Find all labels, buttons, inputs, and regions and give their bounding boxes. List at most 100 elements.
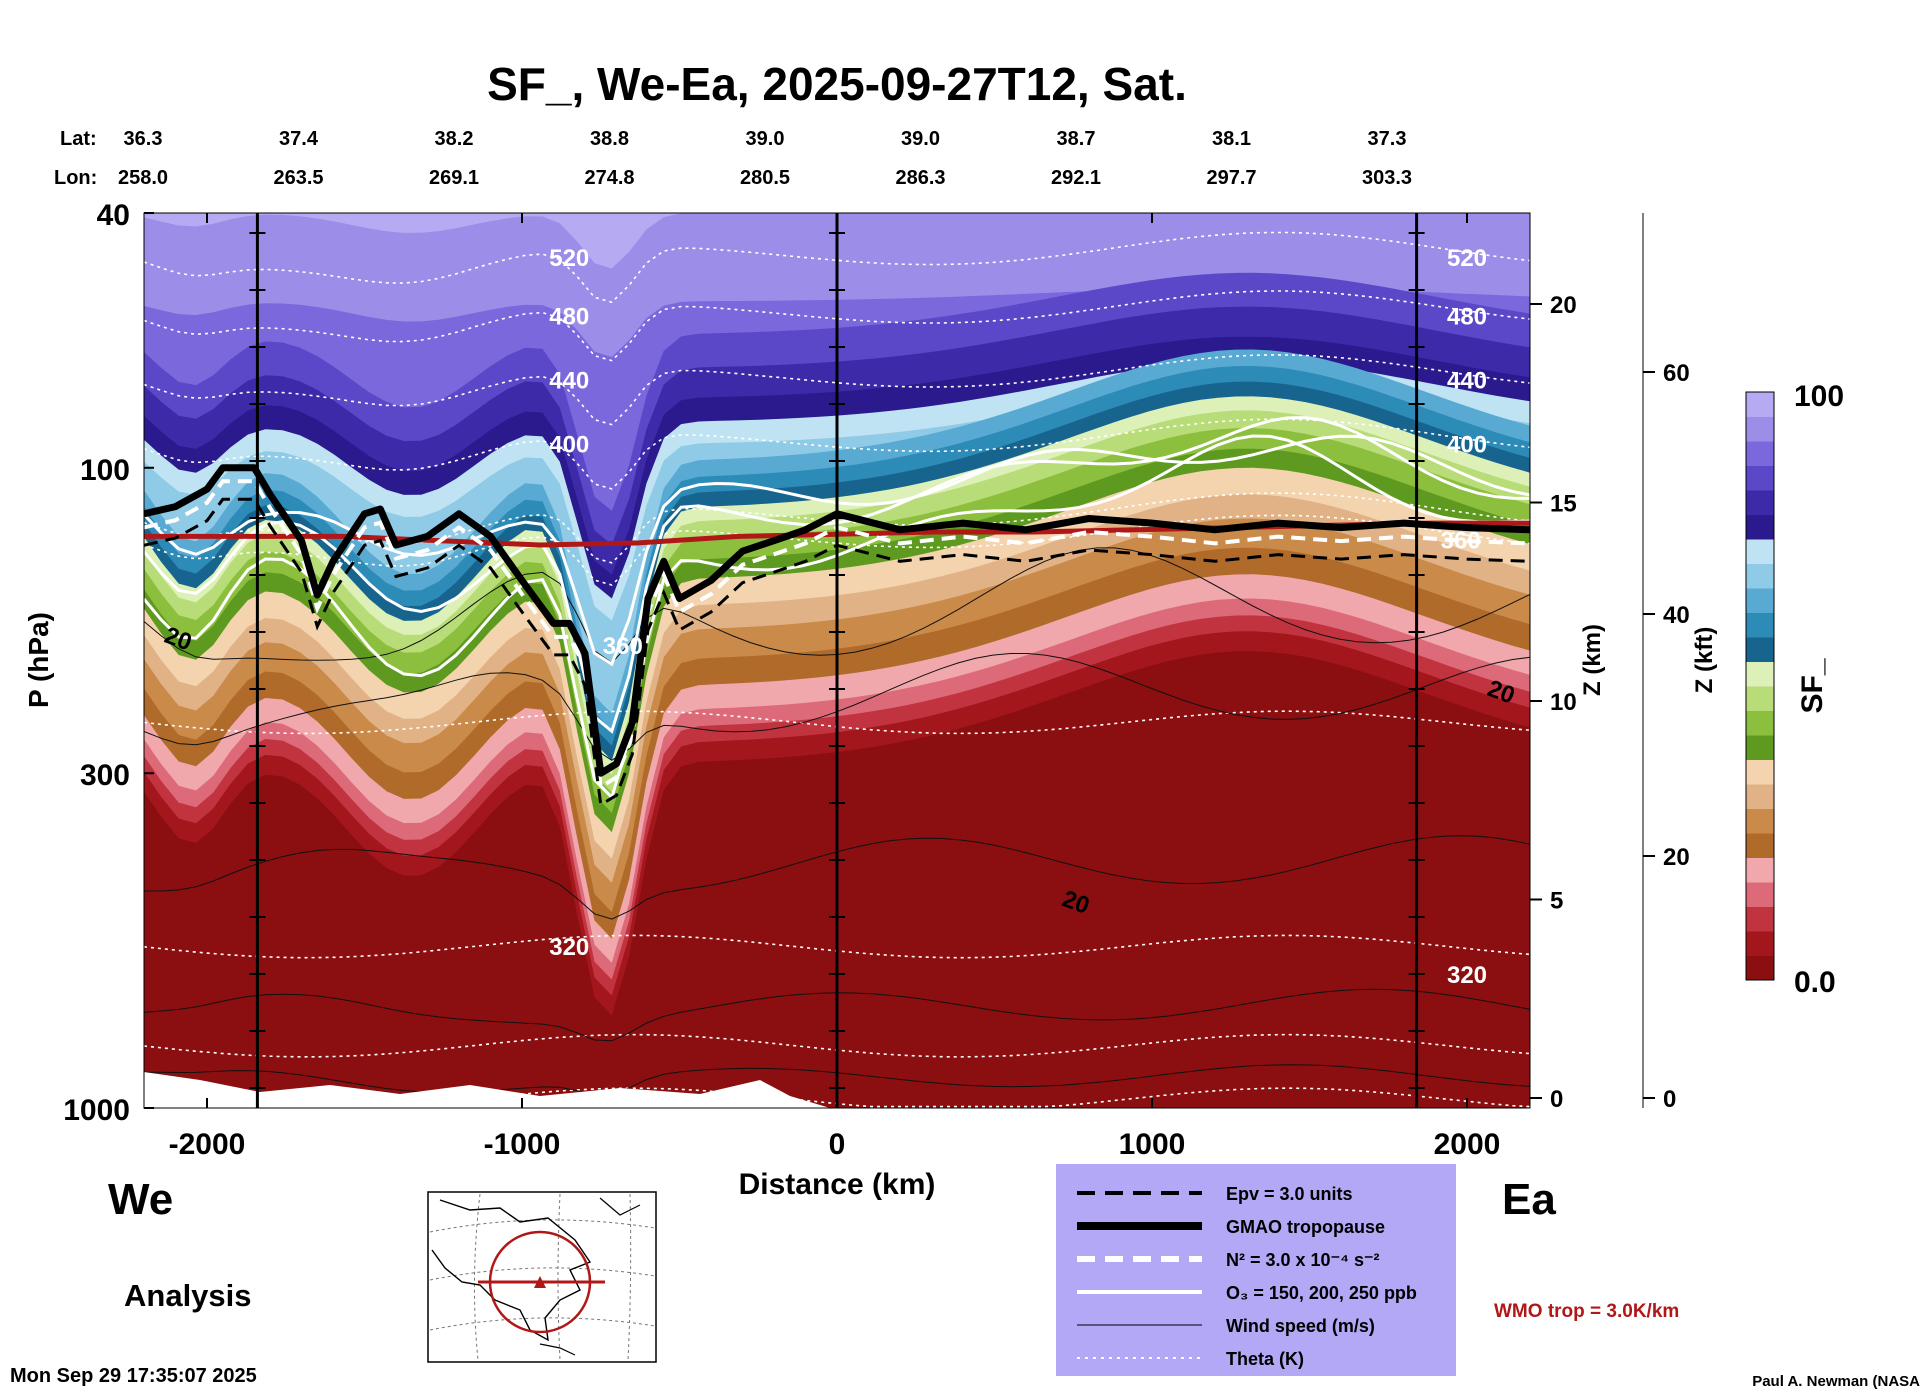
lon-value: 280.5: [740, 167, 790, 189]
colorbar-band: [1746, 465, 1774, 491]
theta-label: 400: [549, 432, 589, 459]
lon-value: 263.5: [273, 167, 323, 189]
lat-value: 39.0: [901, 128, 940, 150]
lat-values: 36.3 37.4 38.2 38.8 39.0 39.0 38.7 38.1 37.3: [124, 128, 1407, 150]
section-right-label: Ea: [1502, 1175, 1556, 1224]
colorbar-min: 0.0: [1794, 966, 1836, 999]
lon-values: 258.0 263.5 269.1 274.8 280.5 286.3 292.1 297.7…: [118, 167, 1412, 189]
y-tick-label: 100: [80, 454, 130, 487]
section-marker-lines: [249, 213, 1425, 1108]
x-tick-label: -2000: [169, 1128, 246, 1161]
credit: Paul A. Newman (NASA: [1752, 1373, 1920, 1390]
z-kft-tick-label: 20: [1663, 844, 1690, 871]
lat-value: 39.0: [746, 128, 785, 150]
lon-value: 286.3: [895, 167, 945, 189]
colorbar-band: [1746, 808, 1774, 834]
lat-value: 37.3: [1368, 128, 1407, 150]
n2-line: [144, 479, 1530, 791]
colorbar-band: [1746, 661, 1774, 687]
y-tick-label: 40: [97, 199, 130, 232]
y-tick-label: 300: [80, 759, 130, 792]
z-km-tick-label: 15: [1550, 491, 1577, 518]
theta-label: 520: [549, 245, 589, 272]
legend: Epv = 3.0 units GMAO tropopause N² = 3.0 x…: [1056, 1164, 1456, 1376]
z-km-tick-label: 0: [1550, 1086, 1563, 1113]
z-km-tick-label: 20: [1550, 292, 1577, 319]
theta-line: [144, 418, 1530, 490]
colorbar-band: [1746, 637, 1774, 662]
legend-label: GMAO tropopause: [1226, 1217, 1385, 1237]
lon-label: Lon:: [54, 167, 97, 189]
legend-label: Wind speed (m/s): [1226, 1316, 1375, 1336]
timestamp: Mon Sep 29 17:35:07 2025: [10, 1365, 257, 1387]
z-km-tick-label: 5: [1550, 888, 1563, 915]
lat-value: 38.1: [1212, 128, 1251, 150]
colorbar-max: 100: [1794, 380, 1844, 413]
map-center-marker: [534, 1276, 546, 1288]
colorbar-band: [1746, 588, 1774, 613]
colorbar-band: [1746, 686, 1774, 711]
colorbar-band: [1746, 539, 1774, 564]
colorbar: 100 0.0 SF_: [1745, 380, 1844, 999]
legend-label: N² = 3.0 x 10⁻⁴ s⁻²: [1226, 1250, 1379, 1270]
lon-value: 269.1: [429, 167, 479, 189]
x-axis-label: Distance (km): [739, 1168, 936, 1201]
colorbar-band: [1746, 612, 1774, 638]
lat-value: 37.4: [279, 128, 319, 150]
theta-label: 360: [1441, 528, 1481, 555]
section-left-label: We: [108, 1175, 173, 1224]
x-axis-ticks: -2000 -1000 0 1000 2000: [169, 213, 1500, 1161]
analysis-label: Analysis: [124, 1278, 252, 1313]
z-km-label: Z (km): [1579, 624, 1606, 696]
colorbar-band: [1746, 514, 1774, 540]
theta-label: 480: [1447, 303, 1487, 330]
theta-label: 400: [1447, 432, 1487, 459]
theta-labels: 520 520 480 480 440 440 400 400 360 360 320 320: [549, 245, 1487, 989]
lon-value: 258.0: [118, 167, 168, 189]
legend-label: Epv = 3.0 units: [1226, 1184, 1353, 1204]
x-tick-label: -1000: [484, 1128, 561, 1161]
lon-value: 274.8: [584, 167, 634, 189]
colorbar-band: [1746, 392, 1774, 417]
colorbar-band: [1746, 490, 1774, 515]
theta-label: 440: [1447, 367, 1487, 394]
lat-value: 38.2: [435, 128, 474, 150]
colorbar-band: [1746, 563, 1774, 589]
y-tick-label: 1000: [63, 1094, 130, 1127]
z-km-axis: 0 5 10 15 20: [1529, 213, 1577, 1113]
theta-label: 360: [603, 633, 643, 660]
colorbar-band: [1746, 416, 1774, 442]
z-kft-label: Z (kft): [1691, 627, 1718, 694]
z-kft-tick-label: 0: [1663, 1086, 1676, 1113]
colorbar-band: [1746, 759, 1774, 785]
epv-line: [144, 497, 1530, 808]
lat-value: 38.7: [1057, 128, 1096, 150]
lat-value: 38.8: [590, 128, 629, 150]
z-km-tick-label: 10: [1550, 689, 1577, 716]
y-axis-ticks: 40 100 300 1000: [63, 199, 154, 1127]
ground-mask: [144, 1072, 830, 1108]
lat-label: Lat:: [60, 128, 97, 150]
lat-value: 36.3: [124, 128, 163, 150]
colorbar-label: SF_: [1796, 658, 1829, 713]
theta-line: [144, 231, 1530, 304]
z-kft-axis: 0 20 40 60: [1642, 213, 1690, 1113]
legend-label: O₃ = 150, 200, 250 ppb: [1226, 1283, 1417, 1303]
colorbar-band: [1746, 441, 1774, 466]
theta-label: 440: [549, 367, 589, 394]
legend-box: [1056, 1164, 1456, 1376]
colorbar-band: [1746, 931, 1774, 956]
colorbar-band: [1746, 882, 1774, 907]
lon-value: 292.1: [1051, 167, 1101, 189]
theta-label: 320: [549, 934, 589, 961]
theta-label: 480: [549, 303, 589, 330]
colorbar-band: [1746, 906, 1774, 932]
y-axis-label: P (hPa): [23, 612, 54, 708]
z-kft-tick-label: 40: [1663, 602, 1690, 629]
gmao-tropopause-line: [144, 464, 1530, 777]
colorbar-band: [1746, 784, 1774, 809]
x-tick-label: 1000: [1119, 1128, 1186, 1161]
colorbar-band: [1746, 710, 1774, 736]
legend-label: Theta (K): [1226, 1349, 1304, 1369]
